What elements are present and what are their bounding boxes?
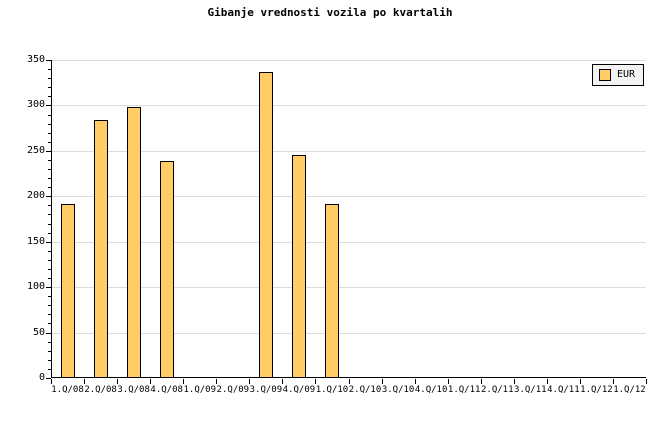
- y-axis-tick-minor: [48, 323, 51, 325]
- x-axis-tick-label: 2.Q/09: [216, 385, 250, 395]
- y-axis-tick-minor: [48, 178, 51, 180]
- y-axis-tick-major: [46, 150, 51, 152]
- x-axis-tick: [349, 379, 350, 384]
- y-axis-tick-label: 300: [26, 99, 45, 111]
- y-axis-tick-minor: [48, 359, 51, 361]
- y-axis-tick-label: 250: [26, 144, 45, 156]
- x-axis-tick: [84, 379, 85, 384]
- y-axis-tick-major: [46, 378, 51, 379]
- y-axis-label-group: 0 50 100 150 200 250 300 350: [0, 55, 45, 383]
- x-axis-tick-label: 4.Q/09: [282, 385, 316, 395]
- gridline: [52, 332, 646, 334]
- chart-title: Gibanje vrednosti vozila po kvartalih: [207, 6, 453, 19]
- x-axis-tick-label: 3.Q/08: [117, 385, 150, 395]
- y-axis-tick-minor: [48, 187, 51, 189]
- gridline: [52, 60, 646, 61]
- y-axis-tick-label: 50: [32, 326, 45, 338]
- y-axis-tick-label: 0: [38, 372, 45, 383]
- y-axis-tick-minor: [48, 96, 51, 98]
- y-axis-tick-minor: [48, 278, 51, 280]
- legend-swatch-eur: [598, 69, 611, 81]
- y-axis-tick-minor: [48, 232, 51, 234]
- y-axis-tick-major: [46, 60, 51, 61]
- y-axis-tick-minor: [48, 69, 51, 71]
- y-axis-tick-label: 100: [26, 281, 45, 293]
- x-axis-tick-label: 1.Q/08: [51, 385, 84, 395]
- x-axis-tick: [382, 379, 383, 384]
- legend-label-eur: EUR: [616, 69, 635, 80]
- x-axis-tick-label: 4.Q/08: [150, 385, 183, 395]
- y-axis-tick-major: [46, 332, 51, 334]
- y-axis-tick-minor: [48, 87, 51, 89]
- x-axis-tick: [580, 379, 581, 384]
- x-axis-tick: [282, 379, 283, 384]
- y-axis-tick-minor: [48, 141, 51, 143]
- gridline: [52, 196, 646, 198]
- y-axis-tick-minor: [48, 114, 51, 116]
- x-axis-tick-label: 3.Q/10: [381, 385, 415, 395]
- chart-legend[interactable]: EUR: [591, 64, 644, 86]
- y-axis-tick-minor: [48, 223, 51, 225]
- x-axis-tick: [613, 379, 614, 384]
- y-axis-tick-minor: [48, 78, 51, 80]
- x-axis-tick: [448, 379, 449, 384]
- x-axis-label-group: 1.Q/08 2.Q/08 3.Q/08 4.Q/08 1.Q/09 2.Q/09 3.Q/…: [51, 386, 646, 400]
- x-axis-tick: [183, 379, 184, 384]
- x-axis-tick-label: 2.Q/10: [348, 385, 382, 395]
- x-axis-tick: [547, 379, 548, 384]
- x-axis-tick-label: 4.Q/10: [414, 385, 448, 395]
- y-axis-tick-minor: [48, 205, 51, 207]
- y-axis-tick-major: [46, 241, 51, 243]
- y-axis-tick-minor: [48, 341, 51, 343]
- x-axis-tick-label: 1.Q/11: [447, 385, 481, 395]
- x-axis-tick: [150, 379, 151, 384]
- y-axis-tick-minor: [48, 305, 51, 307]
- x-axis-tick-label: 1.Q/12: [580, 385, 613, 395]
- y-axis-tick-minor: [48, 159, 51, 161]
- y-axis-tick-minor: [48, 250, 51, 252]
- y-axis-tick-minor: [48, 368, 51, 370]
- y-axis-tick-minor: [48, 259, 51, 261]
- y-axis-tick-label: 350: [26, 54, 45, 65]
- x-axis-tick-label: 3.Q/09: [249, 385, 283, 395]
- x-axis-tick: [315, 379, 316, 384]
- x-axis-tick: [415, 379, 416, 384]
- x-axis-tick: [514, 379, 515, 384]
- x-axis-tick: [646, 379, 647, 384]
- y-axis-tick-major: [46, 196, 51, 198]
- gridline: [52, 150, 646, 152]
- x-axis-tick-label: 2.Q/11: [480, 385, 514, 395]
- gridline: [52, 287, 646, 289]
- x-axis-tick: [481, 379, 482, 384]
- y-axis-tick-major: [46, 105, 51, 107]
- plot-area: [51, 60, 646, 378]
- x-axis-tick-label: 4.Q/11: [547, 385, 580, 395]
- y-axis-tick-minor: [48, 123, 51, 125]
- x-axis-tick-label: 3.Q/11: [514, 385, 547, 395]
- y-axis-tick-minor: [48, 132, 51, 134]
- x-axis-tick: [117, 379, 118, 384]
- gridline: [52, 105, 646, 107]
- y-axis-tick-major: [46, 287, 51, 289]
- x-axis-tick-label: 1.Q/12: [613, 385, 646, 395]
- x-axis-tick-label: 1.Q/10: [315, 385, 349, 395]
- x-axis-tick-group: [51, 379, 647, 384]
- x-axis-tick: [249, 379, 250, 384]
- y-axis-tick-minor: [48, 350, 51, 352]
- y-axis-tick-group: [46, 60, 51, 379]
- x-axis-tick: [51, 379, 52, 384]
- y-axis-tick-minor: [48, 214, 51, 216]
- y-axis-tick-minor: [48, 268, 51, 270]
- gridline: [52, 241, 646, 243]
- y-axis-tick-minor: [48, 169, 51, 171]
- x-axis-tick-label: 1.Q/09: [183, 385, 217, 395]
- y-axis-tick-minor: [48, 314, 51, 316]
- y-axis-tick-minor: [48, 296, 51, 298]
- x-axis-tick-label: 2.Q/08: [84, 385, 117, 395]
- x-axis-tick: [216, 379, 217, 384]
- y-axis-tick-label: 150: [26, 235, 45, 247]
- y-axis-tick-label: 200: [26, 190, 45, 202]
